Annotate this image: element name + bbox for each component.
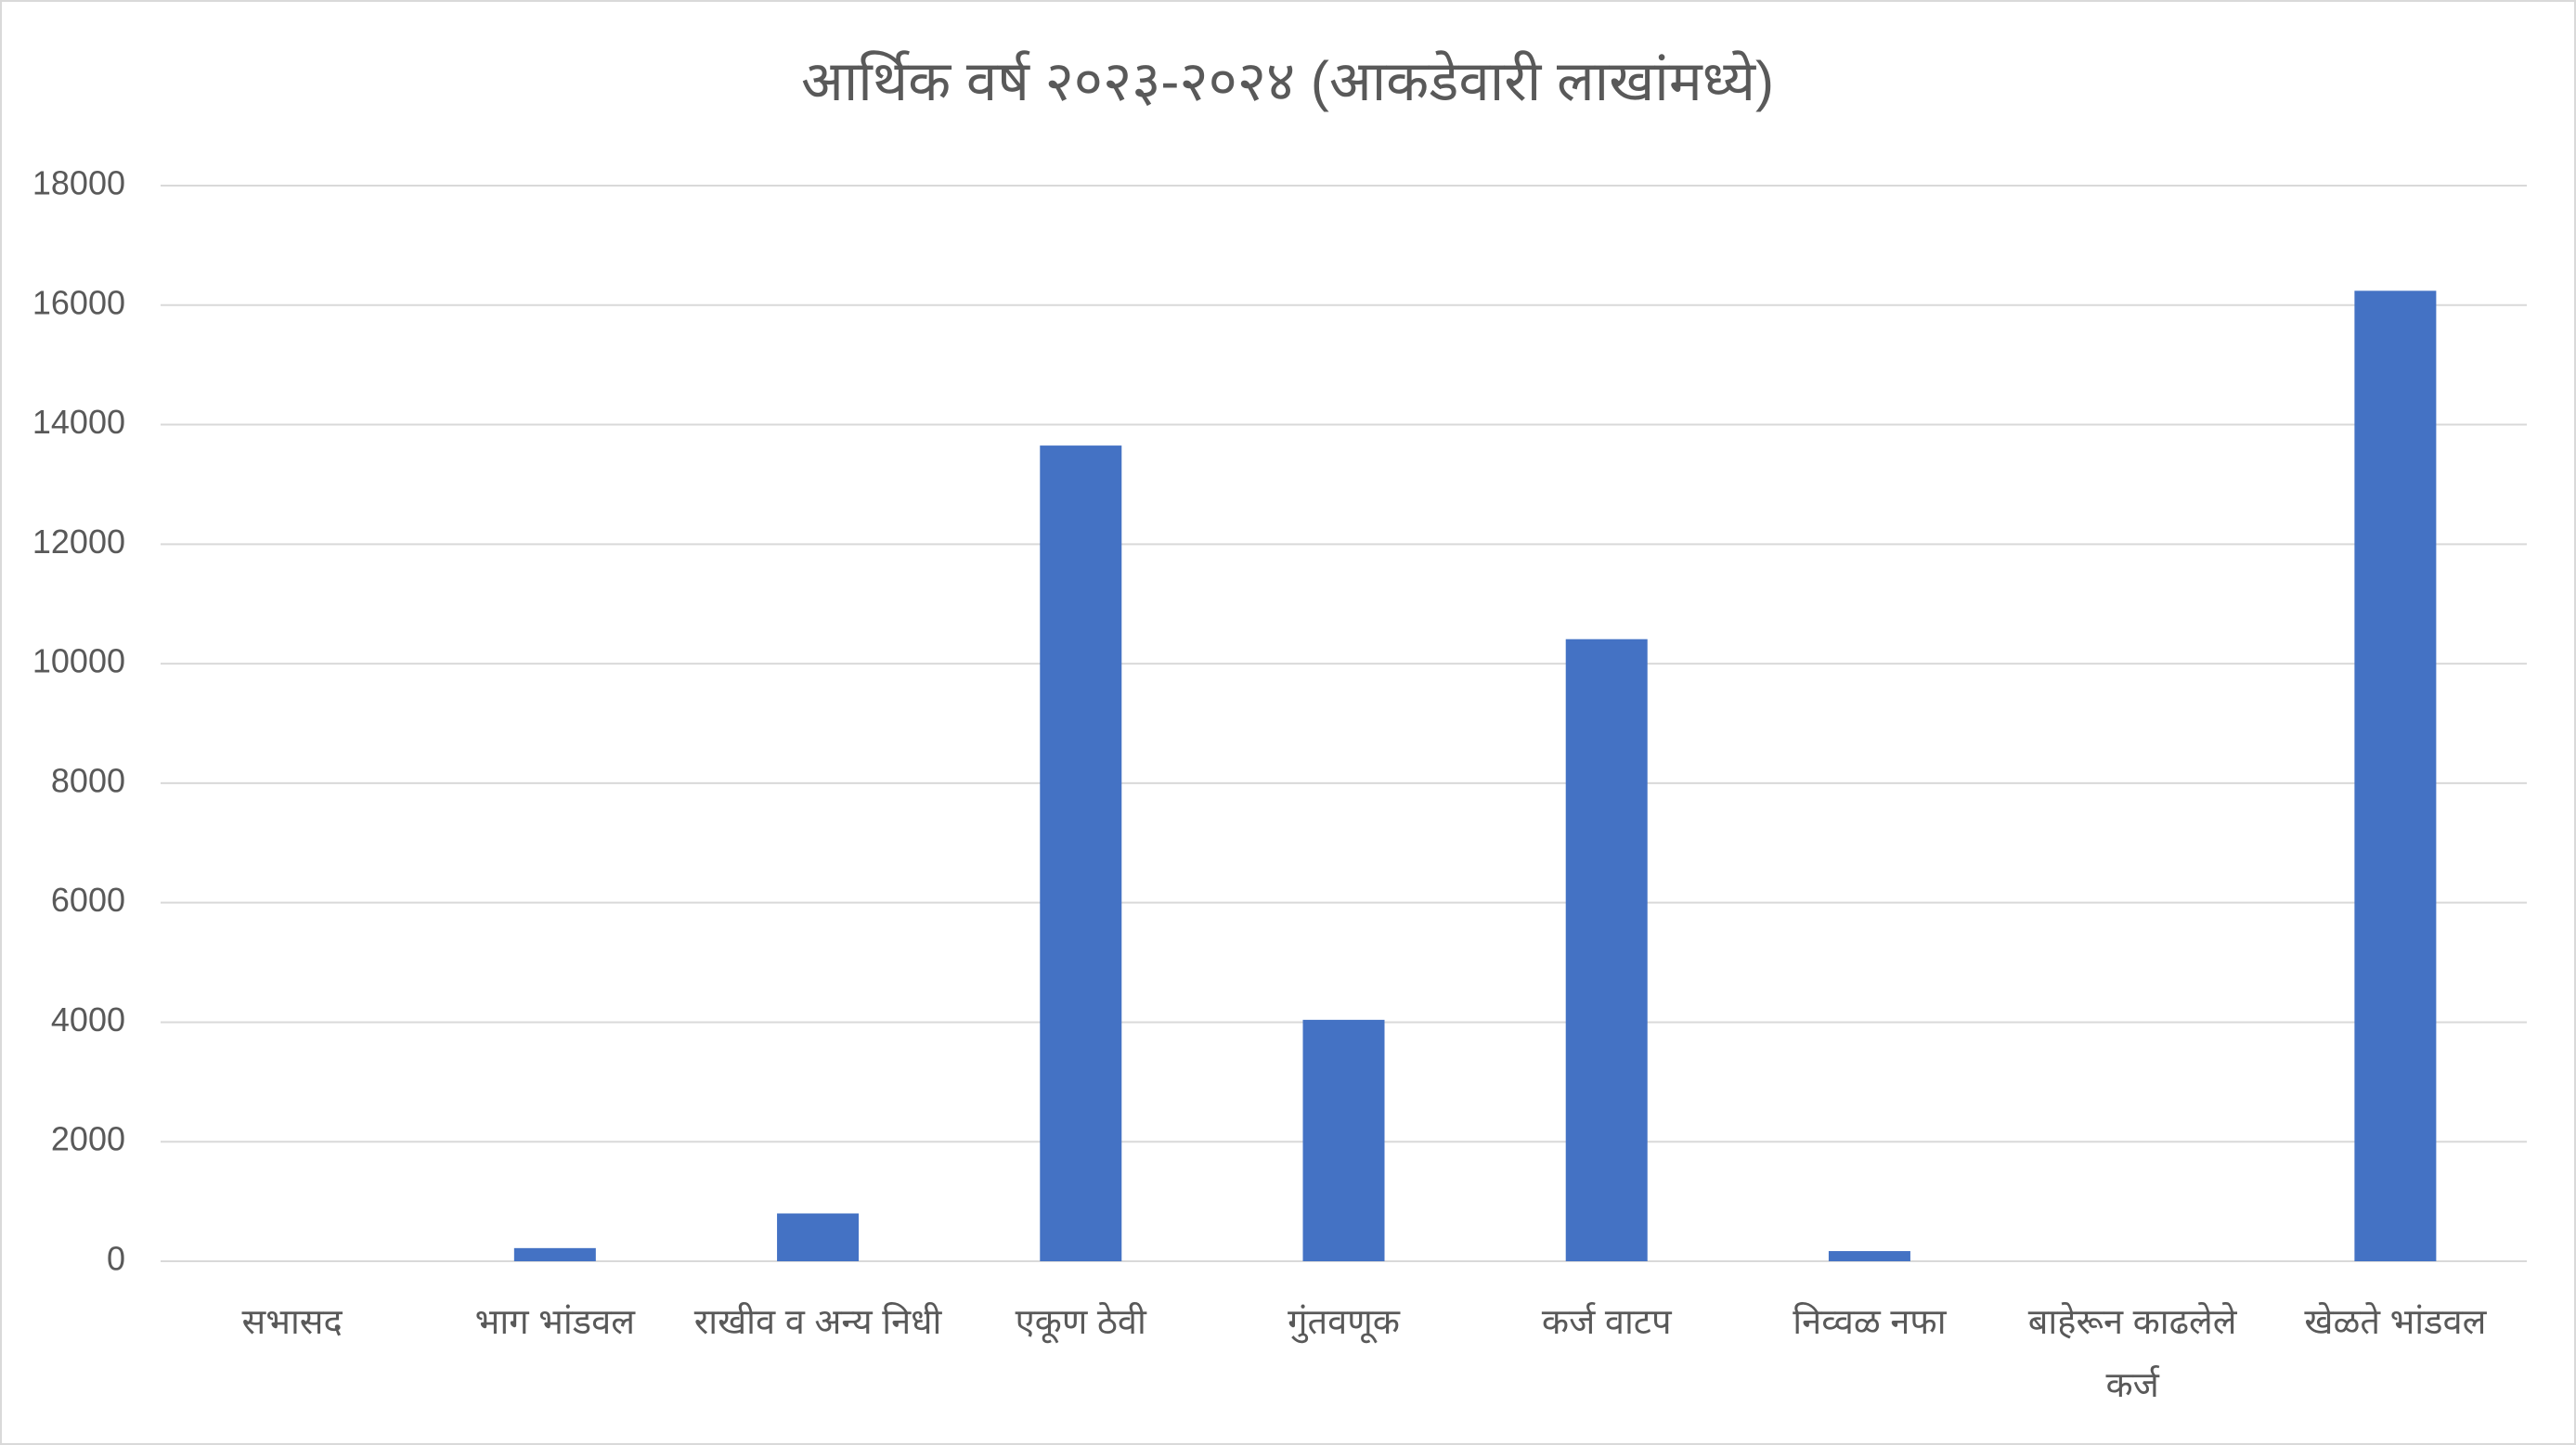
x-tick-label-box: भाग भांडवल xyxy=(474,1303,635,1342)
y-tick-label: 6000 xyxy=(51,881,125,919)
x-tick-label: राखीव व अन्य निधी xyxy=(693,1303,942,1342)
x-tick-label: खेळते भांडवल xyxy=(2304,1303,2487,1342)
bar xyxy=(1302,1019,1385,1261)
x-tick-label-box: बाहेरून काढलेले कर्ज xyxy=(2027,1303,2237,1405)
y-tick-label: 16000 xyxy=(32,283,125,321)
chart-title: आर्थिक वर्ष २०२३-२०२४ (आकडेवारी लाखांमध्… xyxy=(801,50,1774,112)
y-tick-label: 2000 xyxy=(51,1120,125,1158)
bar xyxy=(1828,1251,1910,1261)
y-tick-label: 8000 xyxy=(51,761,125,799)
bar xyxy=(1565,639,1648,1261)
y-tick-label: 4000 xyxy=(51,1000,125,1039)
y-tick-label: 0 xyxy=(107,1240,125,1278)
x-tick-label: गुंतवणूक xyxy=(1288,1303,1400,1342)
x-tick-label-box: गुंतवणूक xyxy=(1288,1303,1400,1342)
y-tick-label: 18000 xyxy=(32,164,125,202)
x-tick-label: बाहेरून काढलेले कर्ज xyxy=(2027,1303,2237,1405)
x-tick-label-box: कर्ज वाटप xyxy=(1541,1303,1672,1342)
x-tick-label-box: राखीव व अन्य निधी xyxy=(693,1303,942,1342)
y-tick-label: 14000 xyxy=(32,403,125,441)
x-tick-label-box: सभासद xyxy=(241,1303,343,1342)
x-tick-label-box: एकूण ठेवी xyxy=(1015,1303,1146,1342)
bar xyxy=(513,1247,596,1261)
x-tick-label: भाग भांडवल xyxy=(474,1303,635,1342)
x-tick-label: सभासद xyxy=(241,1303,343,1342)
bar xyxy=(1040,445,1122,1261)
bar xyxy=(2354,290,2437,1261)
x-tick-label: निव्वळ नफा xyxy=(1793,1303,1947,1342)
y-tick-label: 10000 xyxy=(32,642,125,680)
x-tick-label: कर्ज वाटप xyxy=(1541,1303,1672,1342)
x-tick-label: एकूण ठेवी xyxy=(1015,1303,1146,1342)
x-tick-label-box: खेळते भांडवल xyxy=(2304,1303,2487,1342)
bar xyxy=(777,1213,860,1261)
y-tick-label: 12000 xyxy=(32,523,125,561)
x-tick-label-box: निव्वळ नफा xyxy=(1793,1303,1947,1342)
